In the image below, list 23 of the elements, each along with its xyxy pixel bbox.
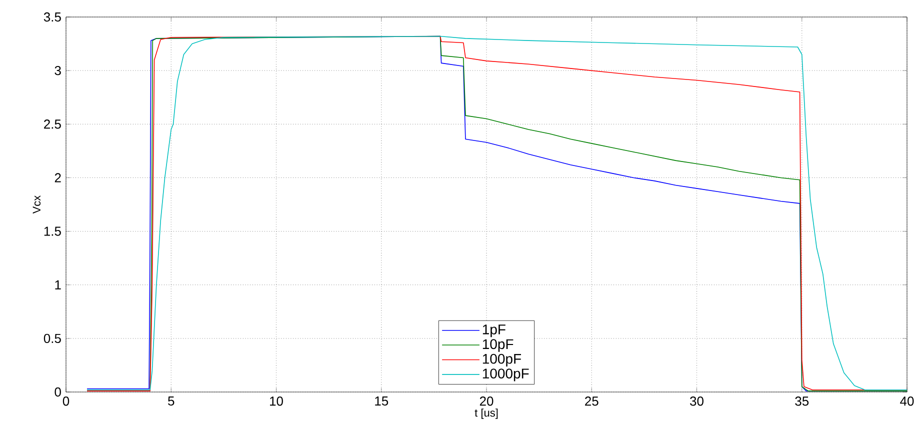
y-tick-label: 2.5 xyxy=(44,120,61,129)
legend-label: 1000pF xyxy=(482,368,529,382)
y-tick-label: 0 xyxy=(54,387,61,397)
y-tick-label: 3 xyxy=(54,66,61,76)
x-tick-label: 35 xyxy=(795,396,809,406)
y-tick-label: 1.5 xyxy=(44,226,61,236)
x-tick-label: 40 xyxy=(900,396,914,406)
y-tick-label: 2 xyxy=(54,173,61,182)
x-tick-label: 15 xyxy=(375,396,388,406)
legend-label: 100pF xyxy=(482,354,521,367)
y-tick-label: 1 xyxy=(55,280,61,290)
legend-label: 1pF xyxy=(482,324,506,338)
y-tick-label: 3.5 xyxy=(44,12,61,22)
x-tick-label: 25 xyxy=(585,396,598,406)
legend-label: 10pF xyxy=(482,339,514,352)
y-tick-label: 0.5 xyxy=(44,334,61,344)
x-tick-label: 20 xyxy=(480,396,494,406)
x-axis-title: t [us] xyxy=(474,408,498,419)
y-axis-title: Vcx xyxy=(32,195,41,214)
x-tick-label: 5 xyxy=(168,396,174,406)
x-tick-label: 30 xyxy=(690,396,704,406)
x-tick-label: 10 xyxy=(270,396,283,406)
x-tick-label: 0 xyxy=(62,396,70,406)
